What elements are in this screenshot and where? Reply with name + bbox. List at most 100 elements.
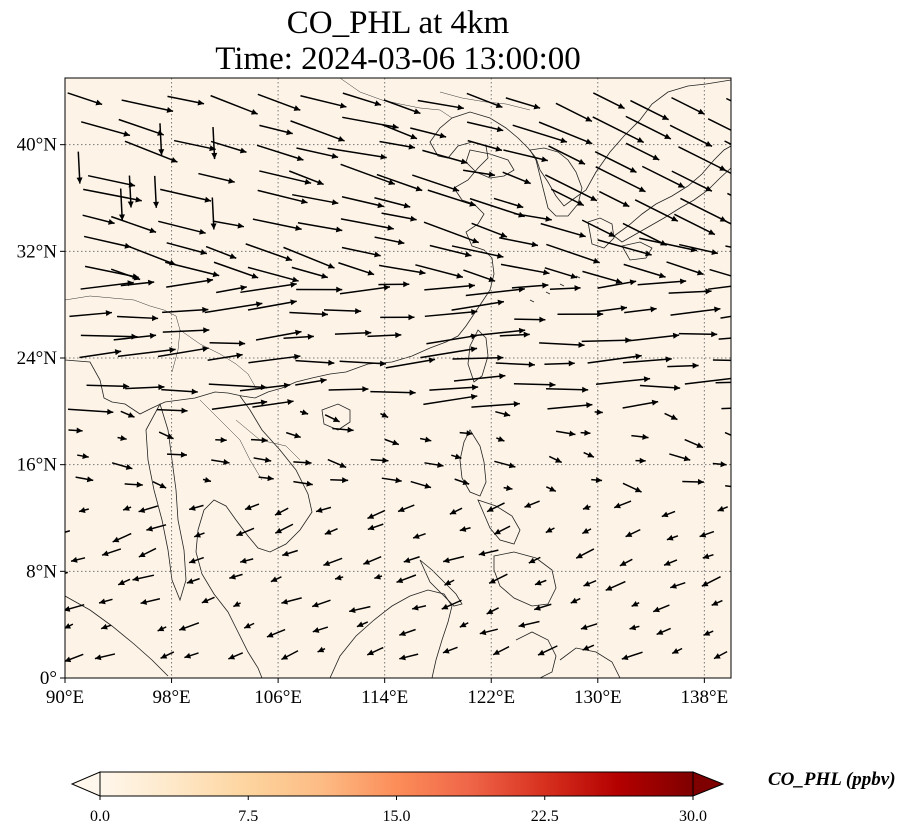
lon-tick-label: 138°E <box>681 687 729 708</box>
wind-arrow-head <box>281 654 289 660</box>
wind-arrow-shaft <box>328 388 369 391</box>
wind-arrow-head <box>202 306 209 313</box>
wind-arrow-head <box>123 130 130 137</box>
wind-arrow-head <box>470 346 478 353</box>
wind-arrow-head <box>568 360 575 367</box>
coastline-borneo <box>329 589 453 678</box>
wind-arrow-shaft <box>671 170 713 192</box>
wind-arrow-head <box>99 598 106 605</box>
wind-arrow-head <box>86 476 94 483</box>
wind-arrow-head <box>415 185 423 192</box>
wind-arrow-head <box>503 411 511 417</box>
wind-arrow-head <box>533 103 541 110</box>
wind-arrow-head <box>449 508 457 515</box>
wind-arrow-shaft <box>111 215 157 233</box>
wind-arrow-shaft <box>65 530 71 533</box>
wind-arrow-shaft <box>423 395 478 406</box>
wind-arrow-shaft <box>165 261 220 277</box>
wind-arrow-head <box>335 226 343 233</box>
wind-arrow-head <box>622 201 630 207</box>
wind-arrow-shaft <box>539 342 585 346</box>
wind-arrow-head <box>408 314 415 321</box>
wind-arrow-shaft <box>297 222 343 232</box>
wind-arrow-head <box>768 251 774 257</box>
wind-arrow-head <box>267 475 274 482</box>
wind-arrow-head <box>410 215 417 222</box>
wind-arrow-shaft <box>415 264 464 278</box>
wind-arrow-head <box>337 136 345 142</box>
wind-arrow-head <box>664 560 671 566</box>
wind-arrow-head <box>524 178 531 185</box>
wind-arrow-head <box>399 630 406 637</box>
wind-arrow-shaft <box>513 212 552 221</box>
colorbar-label: CO_PHL (ppbv) <box>768 769 896 790</box>
wind-arrow-shaft <box>587 354 642 364</box>
wind-arrow-shaft <box>420 347 478 359</box>
wind-arrow-head <box>645 250 652 257</box>
wind-arrow-head <box>136 481 143 488</box>
wind-arrow-shaft <box>240 283 297 294</box>
wind-arrow-head <box>701 580 709 587</box>
wind-arrow-head <box>170 157 178 163</box>
wind-arrow-head <box>569 430 576 437</box>
wind-arrow-head <box>203 327 210 334</box>
coastline-honshu <box>613 145 731 243</box>
wind-arrow-head <box>608 231 616 237</box>
wind-arrow-shaft <box>295 359 335 364</box>
map-title: CO_PHL at 4km <box>286 5 510 41</box>
wind-arrow-head <box>261 437 268 444</box>
wind-arrow-shaft <box>288 170 324 186</box>
wind-arrow-head <box>639 457 646 464</box>
wind-arrow-head <box>634 486 642 493</box>
coastline-sumatra <box>65 595 169 677</box>
wind-arrow-shaft <box>465 288 525 297</box>
wind-arrow-head <box>240 557 247 564</box>
wind-arrow-shaft <box>597 239 652 256</box>
wind-arrow-shaft <box>245 243 293 262</box>
wind-arrow-shaft <box>641 165 685 189</box>
wind-arrow-head <box>605 585 613 591</box>
wind-arrow-shaft <box>471 222 508 238</box>
wind-arrow-head <box>773 306 779 312</box>
colorbar-tick-label: 30.0 <box>679 808 707 825</box>
wind-arrow-head <box>180 451 187 458</box>
wind-arrow-shaft <box>712 359 731 362</box>
wind-arrow-head <box>244 622 251 629</box>
wind-arrow-head <box>410 133 417 140</box>
wind-arrow-head <box>764 115 771 120</box>
wind-arrow-shaft <box>255 330 302 341</box>
wind-arrow-shaft <box>257 189 308 204</box>
wind-arrow-head <box>270 576 278 582</box>
latitude-axis: 0° 8°N 16°N 24°N 32°N 40°N <box>17 135 65 689</box>
lon-tick-label: 98°E <box>152 687 190 708</box>
wind-arrow-head <box>274 509 282 516</box>
wind-arrow-head <box>367 513 375 519</box>
wind-arrow-shaft <box>257 93 301 111</box>
wind-arrow-head <box>320 377 327 384</box>
wind-arrow-head <box>381 412 389 418</box>
wind-arrow-head <box>194 531 201 538</box>
wind-arrow-head <box>768 212 775 217</box>
wind-arrow-head <box>497 299 504 306</box>
wind-arrow-shaft <box>162 308 209 314</box>
wind-arrow-head <box>508 462 516 469</box>
wind-arrow-head <box>179 625 186 631</box>
wind-arrow-head <box>768 240 775 245</box>
wind-arrow-shaft <box>503 149 548 162</box>
wind-arrow-head <box>677 182 685 188</box>
wind-arrow-head <box>133 274 141 281</box>
lon-tick-label: 106°E <box>254 687 302 708</box>
wind-arrow-head <box>496 126 504 133</box>
wind-arrow-head <box>705 288 712 295</box>
wind-arrow-head <box>635 353 642 360</box>
wind-arrow-head <box>112 536 120 543</box>
wind-arrow-shaft <box>725 245 731 248</box>
wind-arrow-head <box>549 381 556 388</box>
wind-arrow-head <box>537 649 545 656</box>
wind-arrow-head <box>275 527 283 534</box>
wind-arrow-shaft <box>674 213 716 236</box>
wind-arrow-shaft <box>718 166 731 175</box>
colorbar-body <box>99 771 694 797</box>
wind-arrow-head <box>290 299 297 306</box>
wind-arrow-head <box>595 477 603 484</box>
